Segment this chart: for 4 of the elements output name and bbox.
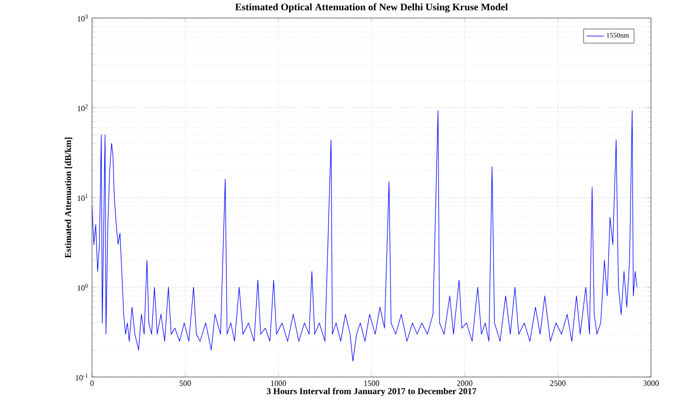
line-series xyxy=(92,110,638,362)
x-axis-title: 3 Hours Interval from January 2017 to December 2017 xyxy=(266,388,476,396)
chart-title: Estimated Optical Attenuation of New Delhi Using Kruse Model xyxy=(235,3,508,12)
y-axis-title: Estimated Attenuation [dB/km] xyxy=(64,138,72,258)
